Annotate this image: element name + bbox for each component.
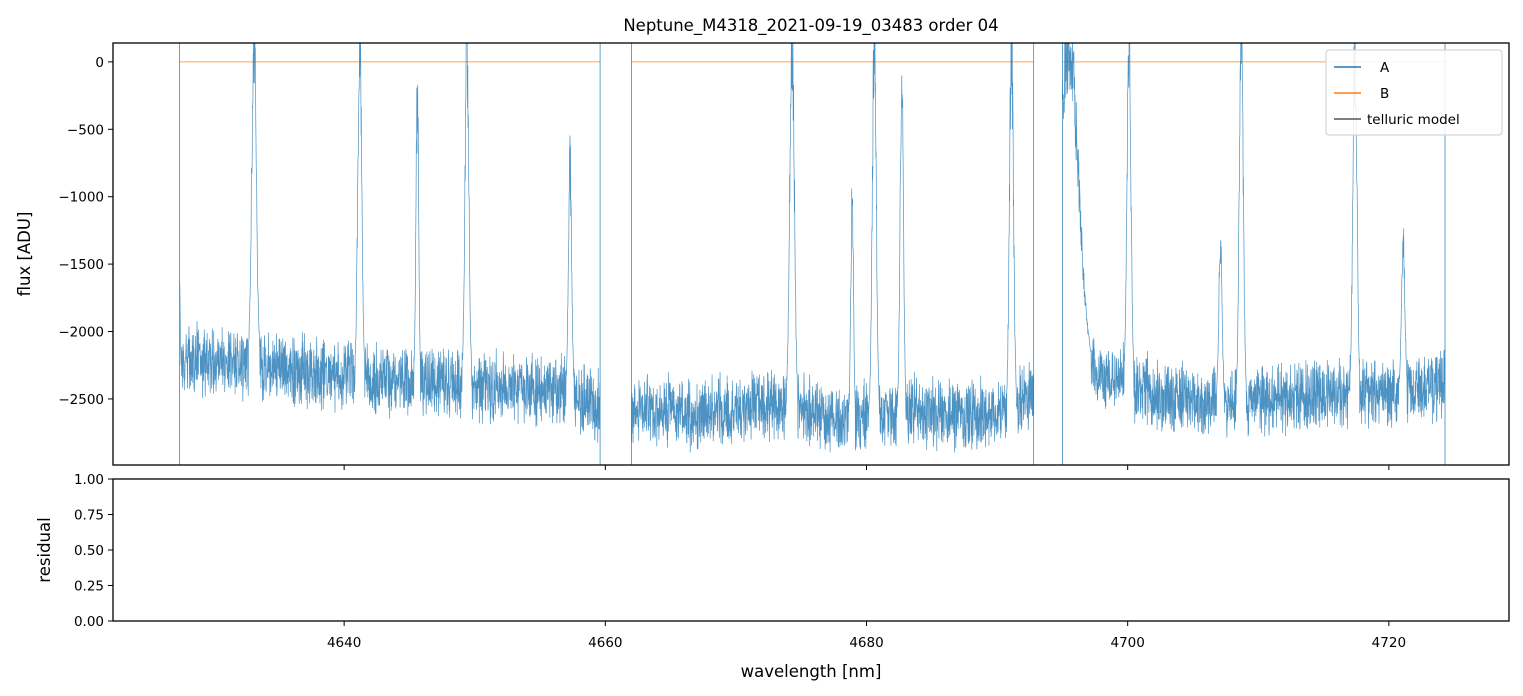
y-tick-label: −1000 (58, 190, 104, 206)
x-tick-label: 4680 (849, 635, 883, 651)
y-tick-label: −2000 (58, 325, 104, 341)
legend-box (1325, 49, 1503, 136)
legend-label-telluric-model: telluric model (1367, 112, 1460, 128)
y-tick-label: 0.25 (74, 579, 104, 595)
y-tick-label: −1500 (58, 257, 104, 273)
top-x-axis (343, 465, 1390, 470)
series-a-line (1062, 43, 1446, 438)
legend-label-b: B (1380, 86, 1389, 102)
y-tick-label: 0 (95, 55, 104, 71)
legend: A B telluric model (1325, 49, 1503, 136)
x-tick-label: 4660 (588, 635, 622, 651)
y-tick-label: 0.00 (74, 614, 104, 630)
top-axes-frame (112, 42, 1510, 466)
bottom-y-axis-label: residual (35, 517, 54, 582)
top-y-axis: 0 −500 −1000 −1500 −2000 −2500 (58, 55, 113, 408)
bottom-y-axis: 0.00 0.25 0.50 0.75 1.00 (74, 472, 113, 630)
top-y-axis-label: flux [ADU] (15, 212, 34, 297)
top-plot-area (179, 43, 1446, 465)
y-tick-label: 0.50 (74, 543, 104, 559)
bottom-panel: 0.00 0.25 0.50 0.75 1.00 4640 4660 4680 4700 472… (35, 472, 1510, 681)
chart-title: Neptune_M4318_2021-09-19_03483 order 04 (623, 16, 998, 36)
y-tick-label: 1.00 (74, 472, 104, 488)
x-axis-label: wavelength [nm] (741, 662, 882, 681)
y-tick-label: 0.75 (74, 508, 104, 524)
x-tick-label: 4700 (1110, 635, 1144, 651)
bottom-x-axis: 4640 4660 4680 4700 4720 (327, 621, 1406, 651)
series-a-line (631, 43, 1034, 453)
y-tick-label: −500 (67, 122, 104, 138)
y-tick-label: −2500 (58, 392, 104, 408)
series-a-line (179, 43, 601, 443)
legend-label-a: A (1380, 60, 1390, 76)
top-panel: 0 −500 −1000 −1500 −2000 −2500 flux [ADU] A B… (15, 42, 1510, 470)
x-tick-label: 4640 (327, 635, 361, 651)
x-tick-label: 4720 (1372, 635, 1406, 651)
